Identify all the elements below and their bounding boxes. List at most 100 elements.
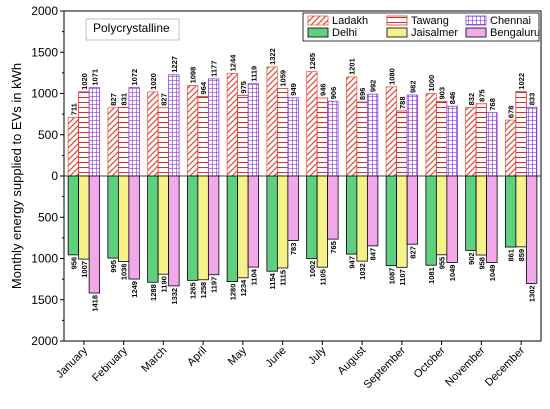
y-tick-label: 500 [38, 210, 58, 224]
bar-tawang [237, 95, 249, 177]
data-label: 861 [507, 249, 516, 262]
bar-tawang [396, 110, 408, 177]
bar-bengaluru [247, 175, 260, 268]
x-tick-label: September [361, 344, 408, 391]
bar-chennai [168, 74, 180, 177]
bar-tawang [316, 97, 329, 177]
bar-ladakh [226, 72, 239, 177]
data-label: 768 [488, 98, 497, 111]
bar-jaisalmer [78, 175, 90, 260]
data-label: 956 [69, 257, 78, 270]
bar-ladakh [107, 107, 119, 177]
bar-ladakh [67, 116, 80, 177]
bar-jaisalmer [356, 175, 368, 262]
data-label: 955 [438, 257, 447, 270]
x-tick-label: February [90, 344, 130, 384]
legend-label-bengaluru: Bengaluru [490, 27, 540, 39]
bar-ladakh [345, 76, 358, 177]
x-tick-label: January [54, 344, 91, 381]
bar-chennai [88, 87, 101, 177]
data-label: 947 [348, 256, 357, 269]
annotation-frame [85, 18, 180, 41]
y-tick-label: 1000 [31, 87, 58, 101]
data-label: 949 [289, 83, 298, 96]
bar-chennai [247, 83, 260, 177]
bar-jaisalmer [396, 175, 408, 268]
bar-jaisalmer [157, 175, 170, 275]
y-tick-label: 2000 [31, 334, 58, 348]
bar-delhi [266, 175, 278, 272]
legend-swatch-tawang [386, 15, 408, 26]
data-label: 1081 [427, 267, 436, 284]
data-label: 1049 [448, 265, 457, 282]
bar-bengaluru [486, 175, 498, 263]
data-label: 827 [109, 93, 118, 106]
data-label: 1154 [268, 272, 277, 289]
bar-chennai [128, 87, 140, 177]
bar-ladakh [147, 91, 159, 177]
bar-delhi [504, 175, 517, 248]
y-tick-label: 1500 [31, 293, 58, 307]
bar-bengaluru [168, 175, 180, 287]
legend-swatch-jaisalmer [386, 27, 408, 38]
legend-label-jaisalmer: Jaisalmer [411, 27, 458, 39]
data-label: 1080 [387, 68, 396, 85]
data-label: 1020 [149, 73, 158, 90]
bar-tawang [117, 107, 130, 177]
data-label: 1104 [249, 268, 258, 285]
bar-ladakh [465, 106, 477, 177]
data-label: 783 [289, 243, 298, 256]
data-label: 847 [369, 248, 378, 261]
legend-label-ladakh: Ladakh [332, 15, 368, 27]
legend-frame [302, 12, 540, 42]
data-label: 1177 [210, 61, 219, 77]
data-label: 1072 [130, 69, 139, 86]
data-label: 1265 [189, 282, 198, 299]
data-label: 1049 [488, 265, 497, 282]
data-label: 1197 [210, 277, 219, 293]
data-label: 875 [477, 89, 486, 102]
data-label: 1280 [228, 284, 237, 301]
legend-label-chennai: Chennai [490, 15, 531, 27]
bar-delhi [186, 175, 199, 281]
bar-delhi [147, 175, 159, 283]
data-label: 1332 [170, 288, 179, 305]
bar-bengaluru [207, 175, 220, 276]
data-label: 1071 [90, 69, 99, 86]
data-label: 1418 [90, 295, 99, 312]
data-label: 964 [199, 81, 208, 94]
data-label: 1227 [170, 56, 179, 73]
bar-jaisalmer [237, 175, 249, 279]
data-label: 765 [329, 241, 338, 254]
data-label: 1002 [308, 261, 317, 278]
bar-ladakh [186, 85, 199, 177]
data-label: 832 [467, 93, 476, 106]
data-label: 1119 [249, 66, 258, 82]
bar-bengaluru [88, 175, 101, 294]
bar-chennai [406, 94, 419, 177]
bar-chennai [207, 78, 220, 177]
data-label: 975 [239, 81, 248, 94]
data-label: 1302 [528, 285, 537, 302]
bar-jaisalmer [276, 175, 289, 269]
bar-jaisalmer [435, 175, 448, 256]
bar-jaisalmer [515, 175, 527, 248]
y-axis-title-group: Monthly energy supplied to EVs in kWh [9, 63, 24, 289]
x-tick-label: July [306, 344, 329, 367]
bar-jaisalmer [475, 175, 488, 256]
bar-delhi [465, 175, 477, 251]
bar-jaisalmer [197, 175, 209, 281]
data-label: 946 [318, 83, 327, 96]
data-label: 992 [369, 80, 378, 93]
data-label: 1098 [189, 67, 198, 84]
data-label: 788 [398, 96, 407, 109]
bar-delhi [306, 175, 318, 260]
data-label: 827 [408, 246, 417, 259]
bar-chennai [486, 112, 498, 177]
legend-swatch-ladakh [307, 15, 329, 26]
data-label: 1007 [80, 261, 89, 278]
data-label: 995 [109, 260, 118, 273]
data-label: 958 [477, 257, 486, 270]
bar-ladakh [504, 119, 517, 177]
data-label: 906 [329, 87, 338, 100]
